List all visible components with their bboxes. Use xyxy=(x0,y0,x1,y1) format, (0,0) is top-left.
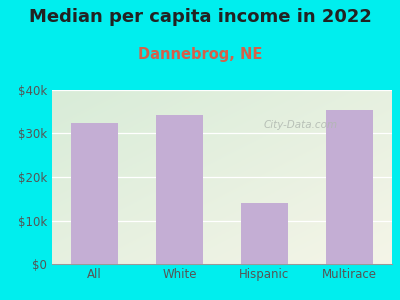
Text: Dannebrog, NE: Dannebrog, NE xyxy=(138,46,262,62)
Bar xyxy=(241,203,288,264)
Bar xyxy=(326,110,373,264)
Text: City-Data.com: City-Data.com xyxy=(263,120,337,130)
Text: Median per capita income in 2022: Median per capita income in 2022 xyxy=(28,8,372,26)
Bar xyxy=(156,115,203,264)
Bar xyxy=(71,123,118,264)
